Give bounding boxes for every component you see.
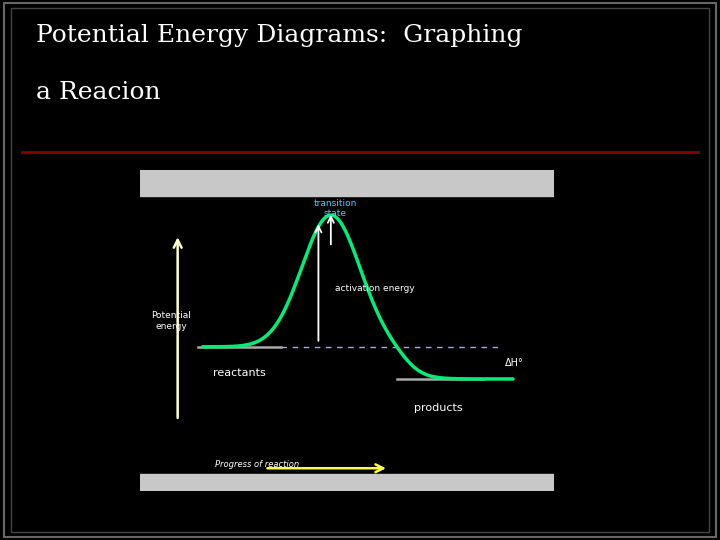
Text: transition
state: transition state [313,199,356,218]
Text: Potential
energy: Potential energy [151,312,192,331]
Text: Progress of reaction: Progress of reaction [215,460,299,469]
Bar [140,170,554,196]
Text: activation energy: activation energy [335,285,415,293]
Text: a Reacion: a Reacion [36,81,161,104]
Text: ΔH°: ΔH° [505,358,523,368]
Bar [140,474,554,491]
Text: reactants: reactants [213,368,266,377]
Text: products: products [414,403,463,413]
Text: Potential Energy Diagrams:  Graphing: Potential Energy Diagrams: Graphing [36,24,523,48]
